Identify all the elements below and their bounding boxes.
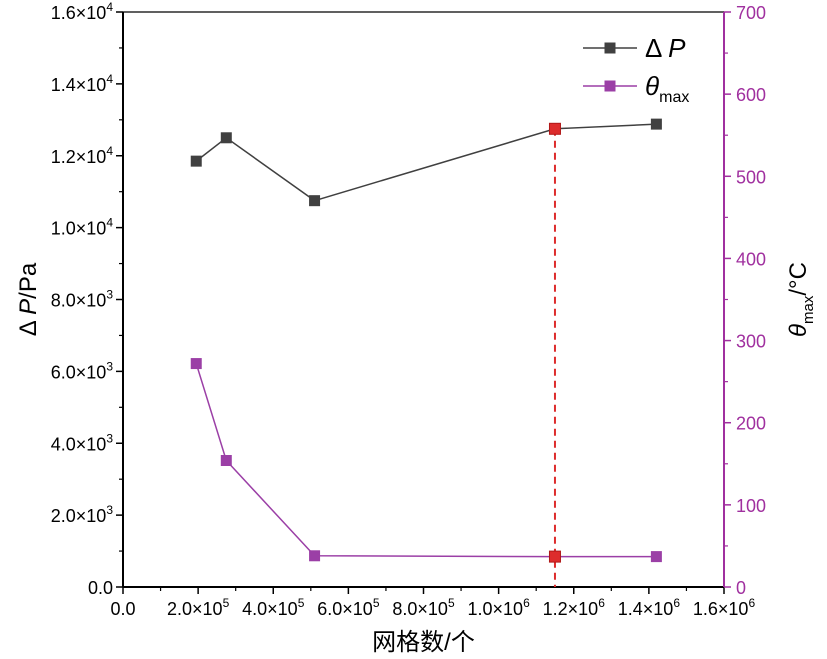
left-y-tick-label: 1.4×104 (51, 72, 114, 95)
x-tick-label: 0.0 (110, 599, 135, 619)
left-y-tick-label: 8.0×103 (51, 288, 114, 311)
right-y-tick-label: 400 (736, 249, 766, 269)
delta-p-point (220, 132, 232, 144)
x-tick-label: 1.6×106 (693, 596, 756, 619)
x-tick-label: 4.0×105 (242, 596, 305, 619)
legend-label-delta-p: Δ P (645, 33, 686, 63)
series-line-theta-max (195, 363, 657, 558)
left-y-tick-label: 0.0 (88, 578, 113, 598)
x-tick-label: 6.0×105 (317, 596, 380, 619)
delta-p-point (190, 155, 202, 167)
left-y-tick-label: 1.2×104 (51, 144, 114, 167)
theta-max-point (548, 550, 561, 563)
theta-max-point (650, 551, 662, 563)
left-y-tick-label: 1.0×104 (51, 216, 114, 239)
x-tick-label: 8.0×105 (392, 596, 455, 619)
x-axis-title: 网格数/个 (372, 629, 475, 656)
x-tick-label: 1.4×106 (618, 596, 681, 619)
right-y-tick-label: 600 (736, 85, 766, 105)
legend-label-theta-max: θmax (645, 71, 689, 106)
x-tick-label: 2.0×105 (167, 596, 230, 619)
theta-max-point (309, 550, 321, 562)
left-y-tick-label: 4.0×103 (51, 431, 114, 454)
right-y-tick-label: 0 (736, 578, 746, 598)
x-tick-label: 1.2×106 (543, 596, 606, 619)
delta-p-point (309, 195, 321, 207)
left-y-tick-label: 1.6×104 (51, 0, 114, 23)
legend-marker (604, 80, 616, 92)
right-y-tick-label: 100 (736, 496, 766, 516)
right-y-tick-label: 300 (736, 332, 766, 352)
right-y-tick-label: 700 (736, 3, 766, 23)
theta-max-point (220, 455, 232, 466)
x-tick-label: 1.0×106 (468, 596, 531, 619)
right-y-tick-label: 500 (736, 167, 766, 187)
theta-max-point (190, 358, 202, 370)
left-y-tick-label: 2.0×103 (51, 503, 114, 526)
right-y-axis-title: θmax/°C (785, 262, 817, 337)
delta-p-point (548, 122, 561, 135)
right-y-tick-label: 200 (736, 414, 766, 434)
delta-p-point (650, 118, 662, 130)
series-line-delta-p (195, 123, 657, 202)
legend-marker (604, 42, 616, 54)
left-y-axis-title: Δ P/Pa (15, 262, 42, 336)
left-y-tick-label: 6.0×103 (51, 359, 114, 382)
